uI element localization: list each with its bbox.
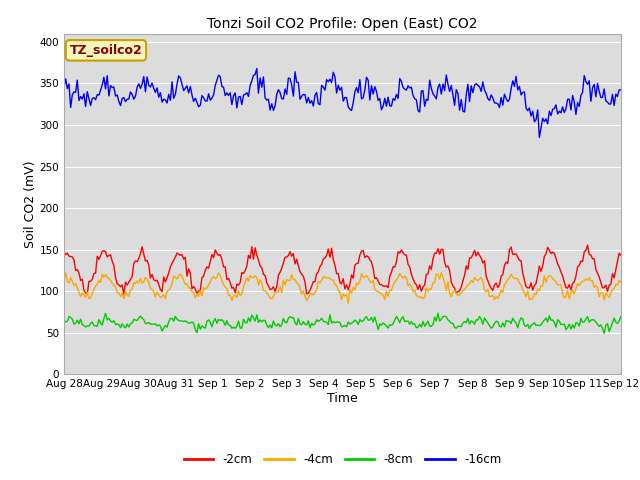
X-axis label: Time: Time <box>327 392 358 405</box>
Legend: -2cm, -4cm, -8cm, -16cm: -2cm, -4cm, -8cm, -16cm <box>179 448 506 471</box>
Y-axis label: Soil CO2 (mV): Soil CO2 (mV) <box>24 160 36 248</box>
Text: TZ_soilco2: TZ_soilco2 <box>70 44 142 57</box>
Title: Tonzi Soil CO2 Profile: Open (East) CO2: Tonzi Soil CO2 Profile: Open (East) CO2 <box>207 17 477 31</box>
